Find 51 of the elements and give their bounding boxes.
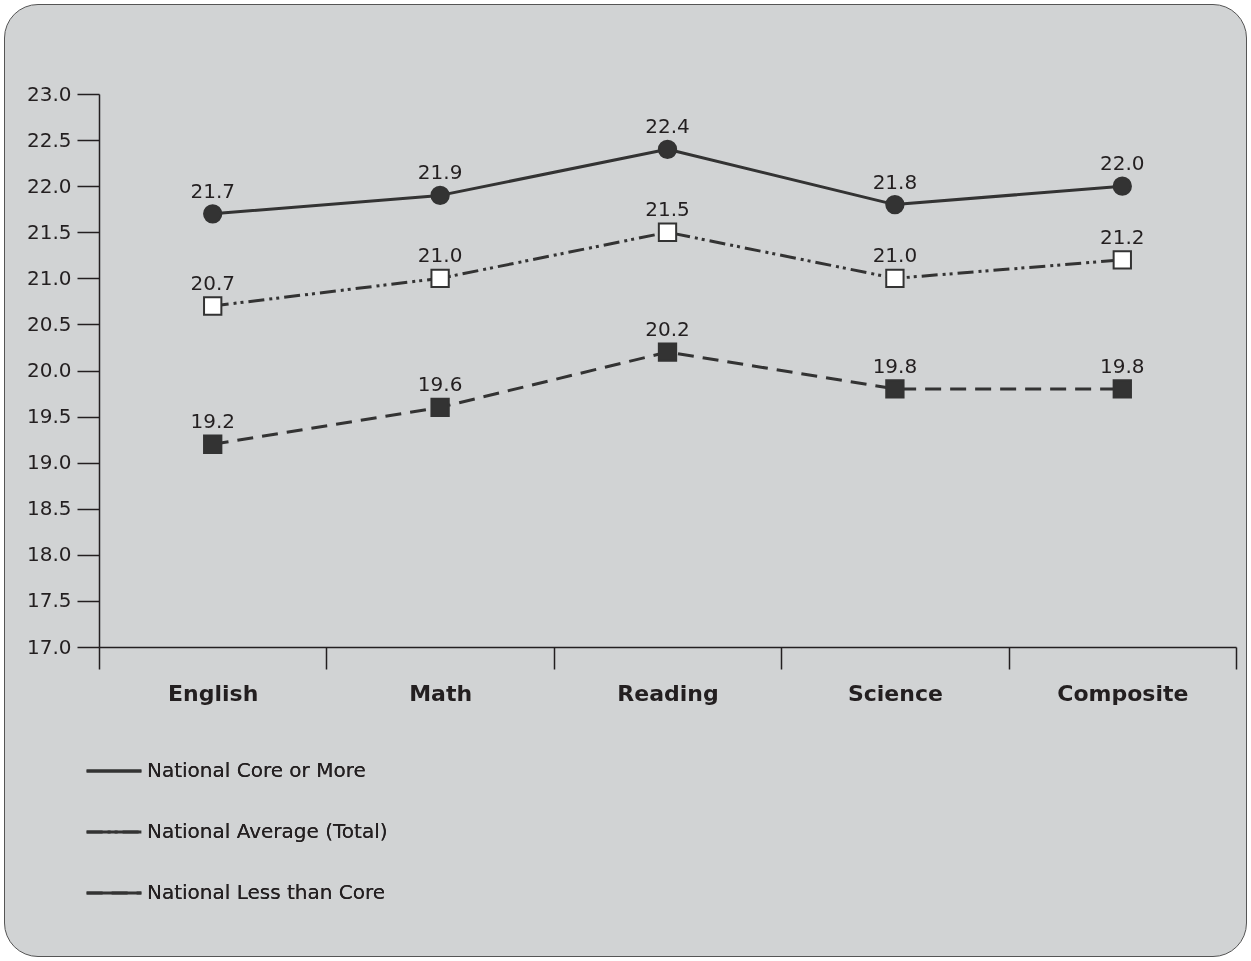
y-tick-label: 19.5 [26, 404, 72, 429]
data-label: 19.8 [1100, 353, 1145, 378]
y-tick-label: 21.5 [26, 219, 72, 244]
y-tick-label: 18.0 [26, 542, 72, 567]
data-label: 20.7 [190, 270, 235, 295]
x-tick-label: Science [847, 680, 943, 706]
data-label: 21.2 [1100, 224, 1145, 249]
data-label: 19.8 [872, 353, 918, 378]
point [430, 397, 450, 418]
data-label: 21.8 [872, 169, 918, 194]
data-label: 22.0 [1100, 151, 1145, 176]
point [430, 185, 450, 206]
point [203, 296, 223, 316]
data-label: 21.7 [190, 178, 235, 203]
data-label: 21.9 [417, 160, 463, 185]
data-label: 22.4 [645, 114, 690, 139]
y-tick-label: 22.0 [26, 173, 72, 198]
point [1112, 176, 1132, 196]
x-tick-label: English [168, 680, 259, 706]
point [203, 204, 223, 224]
point [203, 434, 223, 454]
x-tick-label: Composite [1057, 680, 1189, 706]
x-tick-label: Math [409, 680, 473, 706]
data-label: 21.0 [872, 243, 918, 268]
legend-label: National Less than Core [147, 880, 386, 904]
point [1112, 379, 1132, 399]
y-tick-label: 18.5 [26, 496, 72, 521]
y-tick-label: 21.0 [26, 265, 72, 290]
data-label: 21.0 [417, 243, 463, 268]
x-tick-label: Reading [617, 680, 719, 706]
y-tick-label: 17.0 [26, 634, 72, 659]
point [885, 268, 905, 288]
point [885, 379, 905, 399]
data-label: 19.6 [417, 372, 463, 397]
point [430, 268, 450, 288]
point [657, 342, 678, 362]
point [657, 139, 678, 159]
legend-label: National Core or More [147, 758, 366, 782]
legend-label: National Average (Total) [147, 819, 388, 843]
y-tick-label: 20.0 [26, 358, 72, 382]
data-label: 21.5 [645, 197, 690, 222]
y-tick-label: 22.5 [26, 127, 72, 152]
data-label: 20.2 [645, 317, 690, 342]
point [657, 222, 678, 242]
y-tick-label: 17.5 [26, 588, 72, 613]
y-tick-label: 20.5 [26, 311, 72, 336]
y-tick-label: 23.0 [26, 81, 72, 106]
data-label: 19.2 [190, 409, 235, 434]
point [885, 194, 905, 215]
y-tick-label: 19.0 [26, 450, 72, 475]
point [1112, 250, 1132, 270]
